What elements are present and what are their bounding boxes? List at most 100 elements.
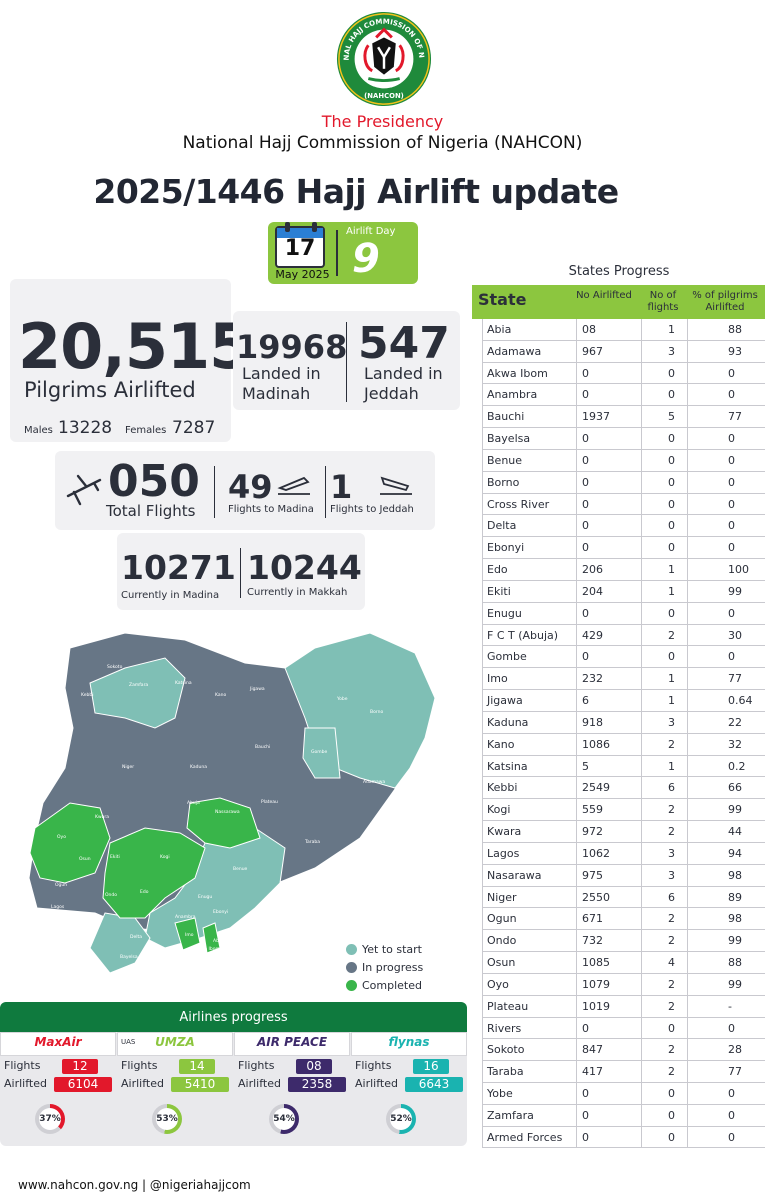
- cell-flights: 4: [668, 956, 675, 970]
- landed-divider: [346, 322, 347, 402]
- cell-flights: 1: [668, 694, 675, 708]
- map-state-label: Osun: [79, 856, 91, 862]
- cell-state: F C T (Abuja): [487, 628, 559, 642]
- table-row: Benue 0 0 0: [482, 450, 765, 472]
- table-row: Kebbi 2549 6 66: [482, 777, 765, 800]
- table-row: Plateau 1019 2 -: [482, 996, 765, 1018]
- cell-pct: 0: [728, 366, 735, 380]
- cell-airlifted: 918: [582, 715, 603, 729]
- map-state-label: Ekiti: [110, 854, 120, 860]
- cell-state: Anambra: [487, 388, 538, 402]
- table-row: Cross River 0 0 0: [482, 494, 765, 516]
- cell-airlifted: 1019: [582, 999, 610, 1013]
- cell-pct: 0: [728, 388, 735, 402]
- map-state-label: Kwara: [95, 814, 109, 820]
- airline-logo-band: [351, 1032, 467, 1056]
- cell-state: Niger: [487, 890, 517, 904]
- table-row: Jigawa 6 1 0.64: [482, 690, 765, 712]
- landing-icon: [380, 476, 412, 495]
- map-state-label: Sokoto: [107, 664, 123, 670]
- total-flights-value: 050: [108, 456, 200, 507]
- cell-flights: 2: [668, 803, 675, 817]
- landed-madinah-line2: Madinah: [242, 384, 311, 403]
- cell-airlifted: 6: [582, 694, 589, 708]
- cell-pct: 99: [728, 934, 742, 948]
- airline-progress-ring: 54%: [269, 1104, 299, 1134]
- cell-airlifted: 975: [582, 868, 603, 882]
- map-state-label: Yobe: [336, 696, 348, 702]
- header-no-flights: No of flights: [647, 290, 679, 313]
- cell-airlifted: 0: [582, 541, 589, 555]
- table-row: Lagos 1062 3 94: [482, 843, 765, 865]
- map-region-kogi-edo: [102, 827, 206, 919]
- cell-flights: 2: [668, 825, 675, 839]
- cell-airlifted: 0: [582, 1086, 589, 1100]
- cell-flights: 0: [668, 497, 675, 511]
- cell-state: Cross River: [487, 497, 550, 511]
- footer-links: www.nahcon.gov.ng | @nigeriahajjcom: [18, 1178, 251, 1192]
- table-row: F C T (Abuja) 429 2 30: [482, 625, 765, 647]
- cell-pct: 22: [728, 715, 742, 729]
- map-state-label: Ebonyi: [213, 909, 228, 915]
- cell-state: Nasarawa: [487, 868, 542, 882]
- legend-yet-to-start-dot: [346, 944, 357, 955]
- current-makkah-label: Currently in Makkah: [247, 587, 348, 598]
- cell-state: Rivers: [487, 1021, 522, 1035]
- table-row: Edo 206 1 100: [482, 559, 765, 581]
- map-state-label: Lagos: [51, 904, 65, 910]
- map-state-label: Abuja: [187, 800, 200, 806]
- cell-airlifted: 0: [582, 1130, 589, 1144]
- cell-airlifted: 559: [582, 803, 603, 817]
- cell-flights: 6: [668, 890, 675, 904]
- cell-state: Armed Forces: [487, 1130, 563, 1144]
- cell-state: Plateau: [487, 999, 529, 1013]
- map-state-label: Adamawa: [363, 779, 385, 785]
- states-table-header: State No Airlifted No of flights % of pi…: [472, 285, 765, 319]
- airline-logo-band: [117, 1032, 233, 1056]
- map-state-label: Kano: [215, 692, 226, 698]
- cell-state: Ogun: [487, 912, 517, 926]
- cell-flights: 1: [668, 584, 675, 598]
- landed-jeddah-value: 547: [358, 318, 450, 369]
- cell-pct: -: [728, 999, 732, 1013]
- cell-flights: 0: [668, 453, 675, 467]
- airline-logo: MaxAir: [34, 1035, 82, 1049]
- cell-flights: 0: [668, 1130, 675, 1144]
- cell-airlifted: 0: [582, 453, 589, 467]
- cell-flights: 0: [668, 366, 675, 380]
- table-row: Enugu 0 0 0: [482, 603, 765, 625]
- states-progress-title: States Progress: [568, 264, 670, 279]
- cell-flights: 2: [668, 999, 675, 1013]
- airline-flights-label: Flights: [4, 1059, 41, 1072]
- table-row: Sokoto 847 2 28: [482, 1039, 765, 1062]
- currently-card: [117, 533, 365, 610]
- airlift-day-label: Airlift Day: [346, 226, 396, 237]
- pilgrims-label: Pilgrims Airlifted: [24, 378, 196, 402]
- cell-pct: 28: [728, 1043, 742, 1057]
- cell-pct: 100: [728, 563, 749, 577]
- females-value: 7287: [172, 418, 216, 438]
- table-row: Nasarawa 975 3 98: [482, 865, 765, 887]
- cell-state: Kebbi: [487, 781, 518, 795]
- landed-jeddah-line2: Jeddah: [364, 384, 419, 403]
- cell-airlifted: 1937: [582, 410, 610, 424]
- cell-airlifted: 972: [582, 825, 603, 839]
- cell-airlifted: 732: [582, 934, 603, 948]
- airline-flights-value: 12: [62, 1059, 98, 1074]
- legend-yet-to-start: Yet to start: [362, 943, 422, 956]
- map-state-label: Plateau: [261, 799, 278, 805]
- cell-pct: 30: [728, 628, 742, 642]
- cell-airlifted: 0: [582, 366, 589, 380]
- cell-flights: 3: [668, 715, 675, 729]
- cell-flights: 0: [668, 650, 675, 664]
- airline-airlifted-label: Airlifted: [4, 1077, 47, 1090]
- cell-pct: 88: [728, 323, 742, 336]
- cell-pct: 0: [728, 1086, 735, 1100]
- header-pct-airlifted: % of pilgrims Airlifted: [692, 290, 758, 313]
- airline-flights-value: 16: [413, 1059, 449, 1074]
- flights-madina-value: 49: [228, 468, 273, 506]
- cell-airlifted: 2549: [582, 781, 610, 795]
- cell-pct: 0: [728, 1108, 735, 1122]
- cell-airlifted: 1085: [582, 956, 610, 970]
- map-state-label: Borno: [370, 709, 383, 715]
